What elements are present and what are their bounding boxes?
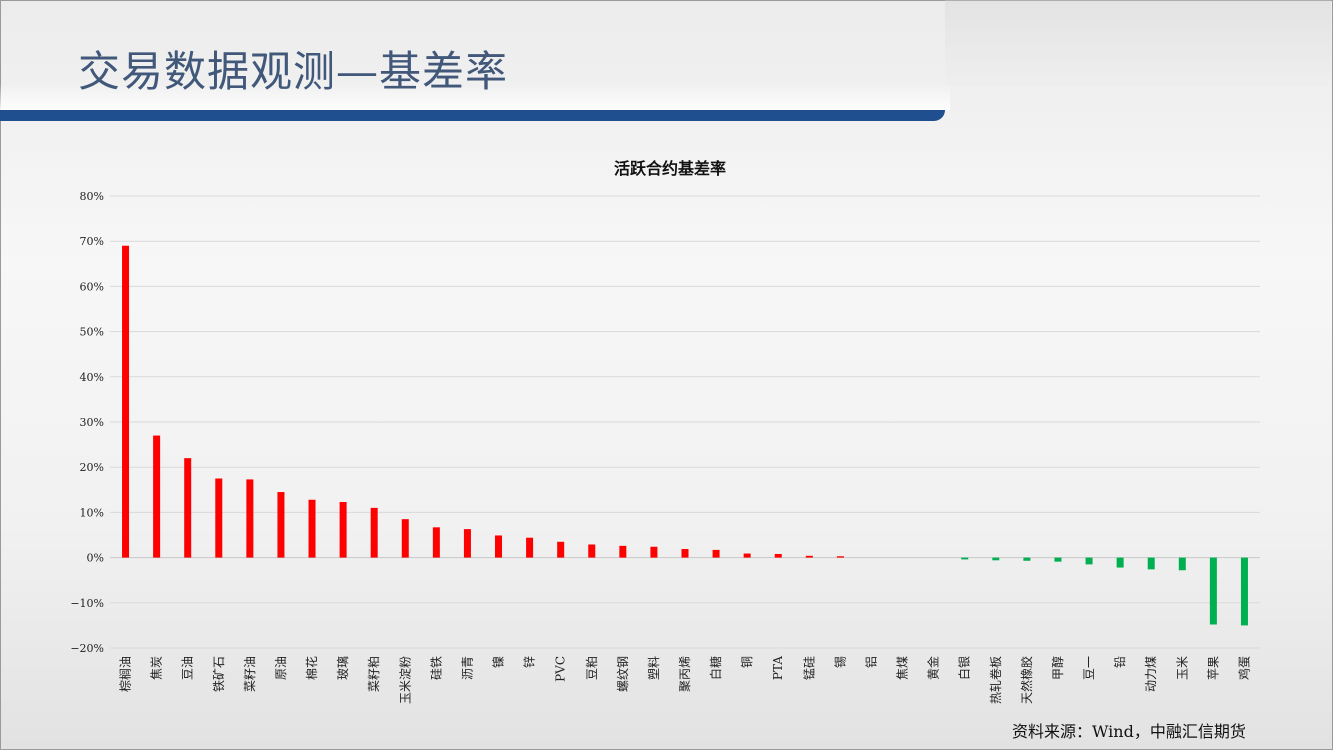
bar [277, 492, 285, 558]
y-tick-label: −20% [70, 642, 104, 655]
header-band-highlight [0, 84, 950, 110]
y-tick-label: 0% [87, 552, 104, 565]
x-tick-label: 动力煤 [1144, 656, 1158, 692]
x-tick-label: 豆粕 [584, 656, 599, 680]
y-tick-label: −10% [70, 597, 104, 610]
bar [153, 435, 161, 558]
bar [526, 537, 534, 558]
x-tick-label: 鸡蛋 [1236, 656, 1251, 680]
x-tick-label: 白糖 [708, 656, 723, 680]
x-tick-label: 铁矿石 [212, 656, 226, 692]
x-tick-label: 焦炭 [150, 656, 164, 680]
x-tick-label: 豆一 [1082, 656, 1096, 680]
bar [1240, 557, 1248, 626]
bar [712, 549, 720, 558]
x-tick-label: 玉米淀粉 [398, 656, 412, 704]
x-tick-label: PTA [771, 656, 785, 680]
bar [681, 549, 689, 558]
bar [184, 458, 192, 558]
x-tick-label: 塑料 [646, 656, 661, 680]
header-blue-band [0, 110, 945, 121]
x-tick-label: 铜 [739, 656, 754, 668]
bar [401, 519, 409, 558]
bar [122, 245, 130, 558]
x-tick-label: 锰硅 [801, 656, 816, 680]
x-tick-label: 焦煤 [896, 656, 910, 680]
y-tick-label: 40% [80, 371, 104, 384]
x-tick-label: PVC [554, 656, 568, 682]
x-tick-label: 硅铁 [429, 656, 443, 680]
x-tick-label: 天然橡胶 [1019, 656, 1034, 704]
y-tick-label: 80% [80, 190, 104, 203]
x-tick-label: 螺纹钢 [616, 656, 630, 692]
x-tick-label: 玻璃 [336, 656, 350, 680]
x-tick-label: 锡 [832, 656, 847, 668]
x-tick-label: 原油 [274, 656, 288, 680]
source-note: 资料来源：Wind，中融汇信期货 [1012, 722, 1246, 741]
bar [215, 478, 223, 558]
bar [588, 544, 596, 558]
x-tick-label: 镍 [492, 656, 506, 668]
x-tick-label: 白银 [957, 656, 972, 680]
x-tick-label: 菜籽粕 [366, 656, 381, 692]
x-tick-label: 聚丙烯 [678, 656, 692, 692]
bar [1054, 557, 1062, 562]
x-tick-label: 棉花 [304, 656, 319, 680]
x-tick-label: 苹果 [1206, 656, 1220, 680]
bar [495, 535, 503, 558]
x-tick-label: 铅 [1113, 656, 1127, 668]
page-title: 交易数据观测—基差率 [78, 47, 509, 96]
bar [805, 555, 813, 558]
bar [1116, 557, 1124, 568]
y-tick-label: 50% [80, 326, 104, 339]
y-tick-label: 30% [80, 416, 104, 429]
bar [619, 545, 627, 558]
bar [836, 556, 844, 558]
bar [557, 541, 565, 558]
x-tick-label: 铝 [863, 656, 878, 668]
bar [463, 529, 471, 558]
x-tick-label: 热轧卷板 [988, 656, 1003, 704]
bar [650, 546, 658, 558]
x-tick-label: 菜籽油 [243, 656, 257, 692]
x-tick-label: 棕榈油 [118, 656, 133, 692]
y-tick-label: 10% [80, 506, 104, 519]
bar [992, 557, 1000, 561]
x-tick-label: 甲醇 [1050, 656, 1065, 680]
bar [432, 527, 440, 558]
bar [774, 553, 782, 558]
bar [339, 502, 347, 558]
x-tick-label: 黄金 [926, 656, 941, 680]
y-tick-label: 20% [80, 461, 104, 474]
bar [370, 507, 378, 558]
bar [1023, 557, 1031, 561]
bar [1209, 557, 1217, 625]
bar [1085, 557, 1093, 565]
bar [1178, 557, 1186, 571]
y-tick-label: 70% [80, 235, 104, 248]
bar [961, 557, 969, 560]
x-tick-label: 玉米 [1175, 656, 1189, 680]
y-tick-label: 60% [80, 280, 104, 293]
bar [246, 479, 254, 558]
x-tick-label: 锌 [523, 656, 537, 668]
x-tick-label: 沥青 [460, 656, 474, 680]
chart-title: 活跃合约基差率 [614, 159, 726, 178]
bar [1147, 557, 1155, 570]
header-right-shade [945, 0, 1331, 86]
bar [308, 499, 316, 558]
bar [743, 553, 751, 558]
x-tick-label: 豆油 [181, 656, 195, 680]
